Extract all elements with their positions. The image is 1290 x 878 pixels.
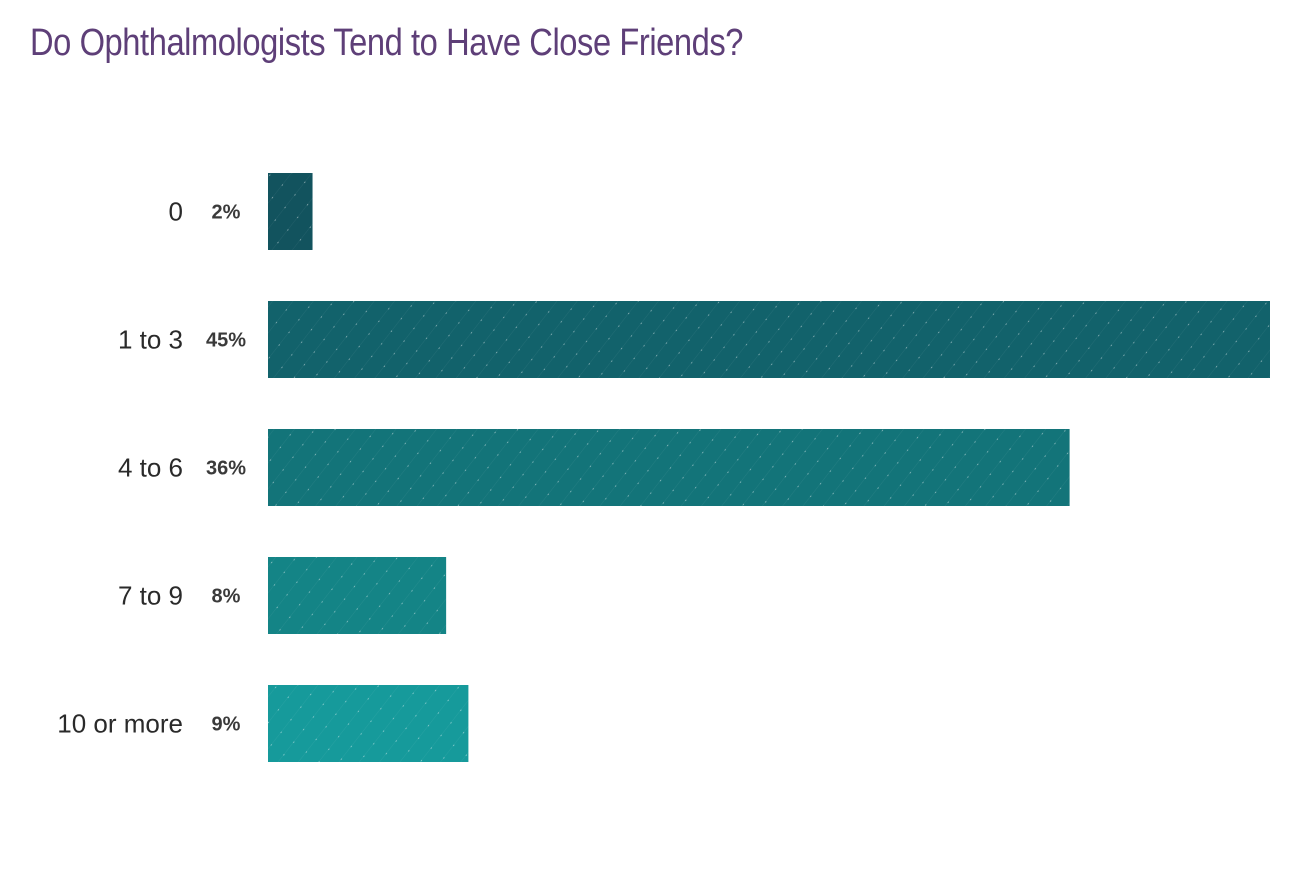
category-label-1: 1 to 3 bbox=[118, 325, 183, 355]
category-label-4: 10 or more bbox=[57, 709, 183, 739]
value-label-0: 2% bbox=[212, 202, 241, 224]
value-label-4: 9% bbox=[212, 714, 241, 736]
bar-texture-4 bbox=[268, 685, 469, 762]
bar-texture-1 bbox=[268, 301, 1270, 378]
category-label-3: 7 to 9 bbox=[118, 581, 183, 611]
value-label-1: 45% bbox=[206, 330, 246, 352]
chart-title: Do Ophthalmologists Tend to Have Close F… bbox=[30, 22, 744, 64]
bar-texture-0 bbox=[268, 173, 313, 250]
value-label-3: 8% bbox=[212, 586, 241, 608]
category-label-0: 0 bbox=[169, 197, 183, 227]
bar-texture-3 bbox=[268, 557, 447, 634]
category-label-2: 4 to 6 bbox=[118, 453, 183, 483]
bar-texture-2 bbox=[268, 429, 1070, 506]
value-label-2: 36% bbox=[206, 458, 246, 480]
bars-group: 0 2% 1 to 3 45% 4 to 6 36% 7 to 9 8% 10 or more 9… bbox=[57, 173, 1270, 762]
